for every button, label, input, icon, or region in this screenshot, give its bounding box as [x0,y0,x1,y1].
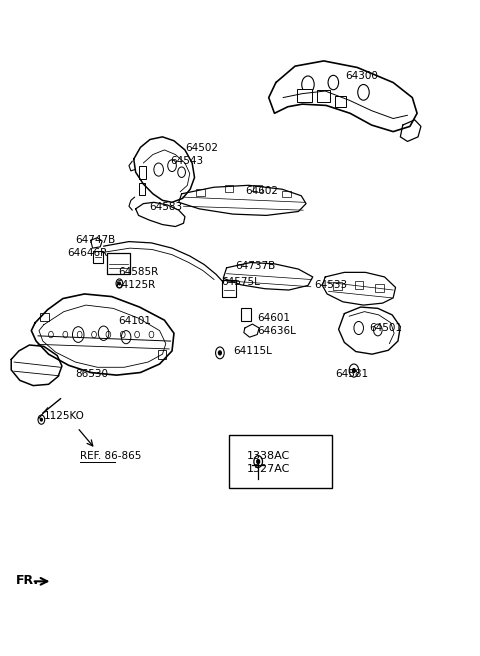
Text: 1327AC: 1327AC [247,464,290,474]
Circle shape [218,351,221,355]
Bar [93,251,103,262]
Bar [225,185,233,192]
Bar [282,190,291,197]
Text: 64601: 64601 [257,313,290,323]
Circle shape [257,460,260,464]
Bar [333,282,342,290]
Circle shape [40,419,42,421]
Bar [317,90,329,102]
Bar [157,350,166,359]
Text: 64583: 64583 [149,202,182,212]
Text: 64543: 64543 [170,156,204,166]
Bar [139,166,146,178]
Text: 64300: 64300 [345,71,378,81]
Text: 64602: 64602 [245,186,278,195]
Text: 64581: 64581 [336,369,369,379]
Bar [241,308,252,321]
Text: 64636L: 64636L [257,326,296,337]
Bar [139,183,145,195]
Text: 64747B: 64747B [75,235,115,245]
Text: 64101: 64101 [118,316,151,327]
Text: REF. 86-865: REF. 86-865 [80,451,141,461]
Text: 86530: 86530 [75,369,108,379]
Text: 64502: 64502 [185,143,218,153]
Text: 64575L: 64575L [221,277,260,287]
Text: 64115L: 64115L [233,346,272,356]
Circle shape [119,282,120,285]
Bar [107,253,130,274]
Bar [40,313,48,321]
Circle shape [352,369,355,373]
Text: 64585R: 64585R [118,268,158,277]
Text: FR.: FR. [16,573,39,586]
Bar [222,280,236,297]
Bar [196,189,204,195]
Text: 64533: 64533 [314,281,348,291]
Text: 1125KO: 1125KO [44,411,84,421]
Bar [335,96,346,107]
Bar [229,435,332,488]
Text: 1338AC: 1338AC [247,451,290,461]
Bar [253,185,262,192]
Text: 64737B: 64737B [235,261,276,271]
Text: 64646R: 64646R [68,248,108,258]
Text: 64125R: 64125R [116,281,156,291]
Bar [355,281,363,289]
Bar [375,284,384,292]
Text: 64501: 64501 [369,323,402,333]
Bar [298,89,312,102]
